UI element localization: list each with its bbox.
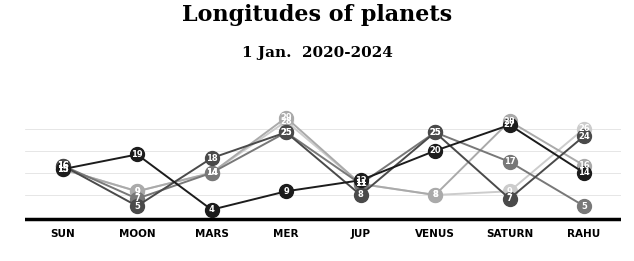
Text: 20: 20 [429, 146, 441, 155]
Text: 15: 15 [56, 165, 68, 174]
Text: 9: 9 [134, 187, 140, 196]
Text: 24: 24 [578, 132, 590, 140]
Text: 5: 5 [581, 201, 587, 211]
Text: 25: 25 [280, 128, 292, 137]
Text: 11: 11 [354, 179, 366, 188]
Text: 25: 25 [429, 128, 441, 137]
Text: 14: 14 [205, 168, 217, 177]
Text: 28: 28 [504, 117, 515, 126]
Text: 19: 19 [131, 150, 143, 159]
Text: 26: 26 [578, 124, 590, 133]
Text: 9: 9 [283, 187, 289, 196]
Text: 9: 9 [134, 187, 140, 196]
Text: 7: 7 [507, 194, 512, 203]
Text: 15: 15 [56, 165, 68, 174]
Text: 12: 12 [354, 176, 366, 185]
Text: 14: 14 [578, 168, 590, 177]
Text: 16: 16 [578, 161, 590, 170]
Text: 4: 4 [209, 205, 214, 214]
Text: 28: 28 [280, 117, 292, 126]
Text: Longitudes of planets: Longitudes of planets [182, 4, 452, 26]
Text: 16: 16 [56, 161, 68, 170]
Text: 25: 25 [429, 128, 441, 137]
Text: 14: 14 [205, 168, 217, 177]
Text: 17: 17 [504, 157, 515, 166]
Text: 8: 8 [432, 191, 438, 199]
Text: 27: 27 [504, 121, 515, 129]
Text: 8: 8 [432, 191, 438, 199]
Text: 15: 15 [56, 165, 68, 174]
Text: 8: 8 [358, 191, 363, 199]
Text: 9: 9 [507, 187, 512, 196]
Text: 18: 18 [206, 154, 217, 163]
Text: 7: 7 [134, 194, 140, 203]
Text: 1 Jan.  2020-2024: 1 Jan. 2020-2024 [242, 46, 392, 60]
Text: 11: 11 [354, 179, 366, 188]
Text: 25: 25 [280, 128, 292, 137]
Text: 16: 16 [56, 161, 68, 170]
Text: 11: 11 [354, 179, 366, 188]
Text: 14: 14 [205, 168, 217, 177]
Text: 5: 5 [134, 201, 140, 211]
Text: 29: 29 [280, 113, 292, 122]
